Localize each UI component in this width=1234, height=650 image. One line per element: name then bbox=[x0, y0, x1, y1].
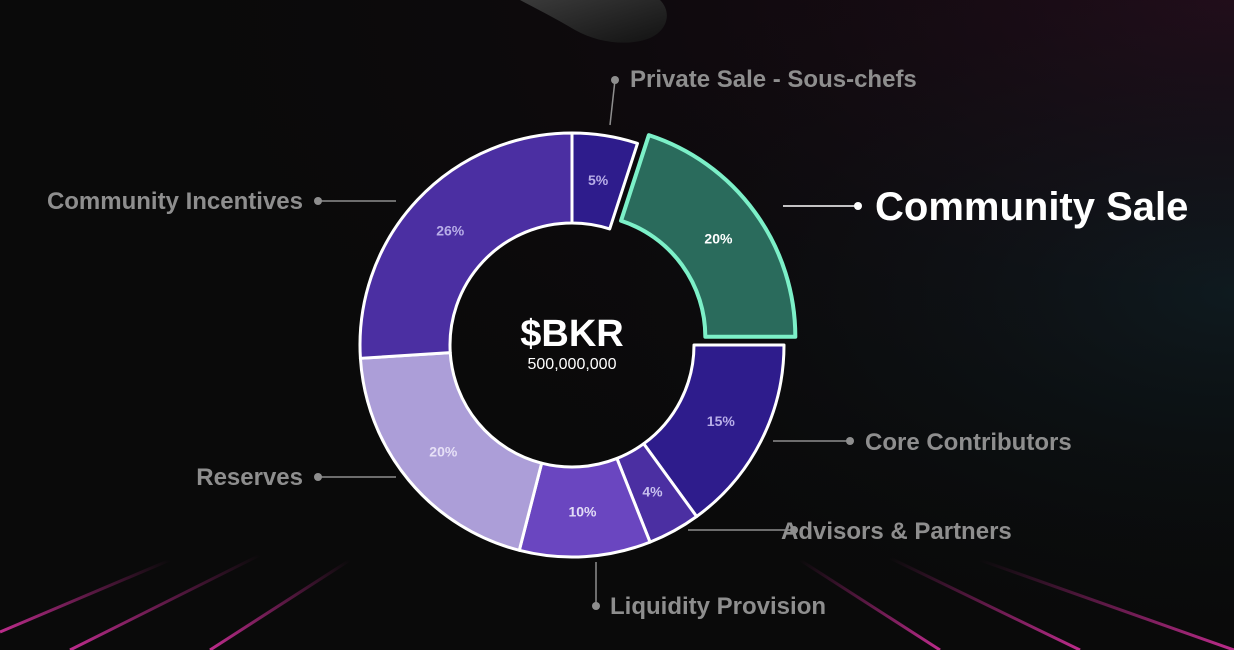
slice-percent-label: 15% bbox=[707, 413, 736, 429]
slice-shape-reserves bbox=[358, 351, 544, 552]
slice-core-contributors: 15% bbox=[642, 343, 786, 519]
slice-private-sale-sous-chefs: 5% bbox=[570, 131, 640, 231]
abstract-blob-shape bbox=[520, 0, 667, 43]
light-rays-right bbox=[799, 556, 1234, 650]
callout-label-community-incentives: Community Incentives bbox=[47, 188, 303, 215]
donut-center: $BKR 500,000,000 bbox=[520, 313, 623, 373]
callout-label-advisors-and-partners: Advisors & Partners bbox=[781, 518, 1012, 545]
donut-slices: 5% 20% 15% 4% 10% 20% 26% bbox=[358, 131, 798, 559]
callout-label-liquidity-provision: Liquidity Provision bbox=[610, 593, 826, 620]
callout-dot-advisors-and-partners bbox=[790, 526, 798, 534]
slice-percent-label: 5% bbox=[588, 172, 609, 188]
slice-community-sale: 20% bbox=[619, 133, 798, 339]
callout-dot-community-sale bbox=[854, 202, 862, 210]
slice-reserves: 20% bbox=[358, 351, 544, 552]
slice-percent-label: 20% bbox=[429, 443, 458, 459]
callout-dot-core-contributors bbox=[846, 437, 854, 445]
slice-percent-label: 26% bbox=[436, 223, 465, 239]
slice-shape-community-sale bbox=[619, 133, 798, 339]
callout-dot-liquidity-provision bbox=[592, 602, 600, 610]
center-title: $BKR bbox=[520, 313, 623, 355]
callout-label-core-contributors: Core Contributors bbox=[865, 429, 1072, 456]
callout-dot-reserves bbox=[314, 473, 322, 481]
callout-leaders: Private Sale - Sous-chefs Community Sale C… bbox=[47, 66, 1188, 620]
callout-label-reserves: Reserves bbox=[196, 464, 303, 491]
callout-dot-private-sale-sous-chefs bbox=[611, 76, 619, 84]
callout-label-private-sale-sous-chefs: Private Sale - Sous-chefs bbox=[630, 66, 917, 93]
slice-percent-label: 4% bbox=[642, 483, 663, 499]
slice-percent-label: 10% bbox=[568, 504, 597, 520]
slice-shape-private-sale-sous-chefs bbox=[570, 131, 640, 231]
light-rays-left bbox=[0, 553, 351, 650]
slice-percent-label: 20% bbox=[704, 231, 733, 247]
slice-community-incentives: 26% bbox=[358, 131, 574, 360]
center-subtitle: 500,000,000 bbox=[528, 356, 617, 373]
callout-label-community-sale: Community Sale bbox=[875, 185, 1188, 229]
callout-line-private-sale-sous-chefs bbox=[609, 79, 616, 126]
callout-dot-community-incentives bbox=[314, 197, 322, 205]
slice-shape-community-incentives bbox=[358, 131, 574, 360]
